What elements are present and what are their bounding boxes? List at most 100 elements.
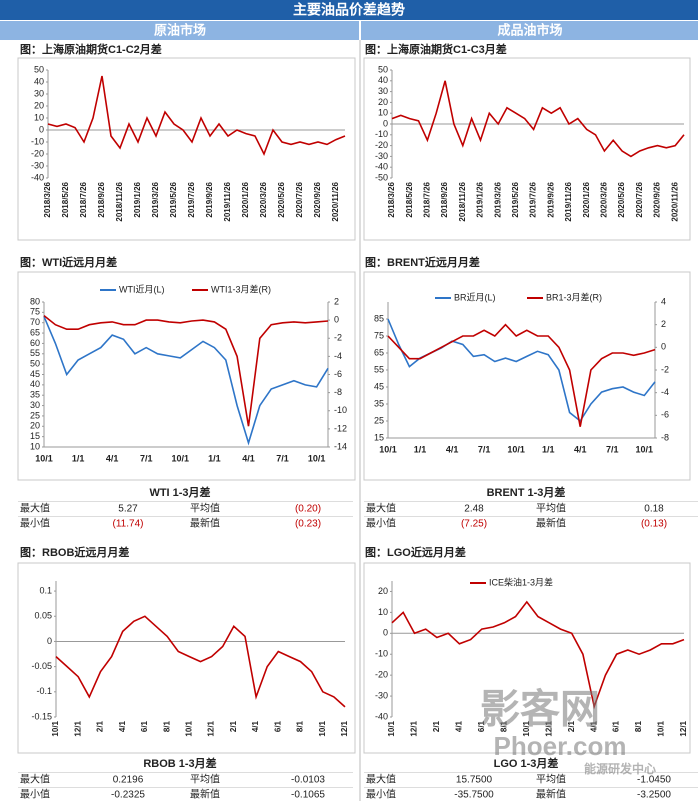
y-tick-label: -20 (375, 140, 388, 150)
x-tick-label: 2019/7/26 (529, 181, 538, 217)
y-tick-label: 40 (34, 76, 44, 86)
stats-cell: (0.13) (641, 519, 667, 530)
x-tick-label: 1/1 (208, 453, 221, 463)
stats-cell: -0.2325 (111, 790, 145, 801)
x-tick-label: 7/1 (276, 453, 289, 463)
y2-tick-label: 2 (661, 319, 666, 329)
x-tick-label: 1/1 (72, 453, 85, 463)
y-tick-label: 65 (374, 347, 384, 357)
stats-cell: 平均值 (190, 773, 220, 786)
x-tick-label: 10/1 (172, 453, 190, 463)
legend-label: BR近月(L) (454, 291, 496, 302)
x-tick-label: 12/1 (679, 720, 688, 736)
stats-cell: 最新值 (536, 788, 566, 801)
x-tick-label: 4/1 (118, 720, 127, 732)
y2-tick-label: -6 (334, 369, 342, 379)
stats-cell: 最大值 (20, 773, 50, 786)
stats-cell: 最大值 (366, 773, 396, 786)
chart-frame (17, 57, 356, 241)
x-tick-label: 7/1 (478, 444, 491, 454)
x-tick-label: 2018/11/26 (115, 181, 124, 221)
x-tick-label: 2020/9/26 (653, 181, 662, 217)
x-tick-label: 2019/11/26 (564, 181, 573, 221)
x-tick-label: 2020/1/26 (241, 181, 250, 217)
x-tick-label: 2018/5/26 (61, 181, 70, 217)
x-tick-label: 8/1 (162, 720, 171, 732)
x-tick-label: 4/1 (242, 453, 255, 463)
x-tick-label: 4/1 (446, 444, 459, 454)
stats-cell: 15.7500 (456, 775, 493, 786)
x-tick-label: 10/1 (308, 453, 326, 463)
y-tick-label: 30 (30, 400, 40, 410)
y-tick-label: -40 (375, 162, 388, 172)
x-tick-label: 6/1 (477, 720, 486, 732)
x-tick-label: 2019/3/26 (493, 181, 502, 217)
x-tick-label: 1/1 (542, 444, 555, 454)
x-tick-label: 2020/9/26 (313, 181, 322, 217)
x-tick-label: 2/1 (567, 720, 576, 732)
x-tick-label: 7/1 (606, 444, 619, 454)
y-tick-label: 25 (374, 415, 384, 425)
x-tick-label: 2020/7/26 (635, 181, 644, 217)
header-bar (0, 0, 698, 20)
x-tick-label: 2018/9/26 (440, 181, 449, 217)
x-tick-label: 2018/11/26 (458, 181, 467, 221)
x-tick-label: 10/1 (318, 720, 327, 736)
y-tick-label: 70 (30, 317, 40, 327)
y-tick-label: 45 (374, 381, 384, 391)
stats-cell: 0.2196 (113, 775, 144, 786)
x-tick-label: 6/1 (273, 720, 282, 732)
x-tick-label: 2/1 (432, 720, 441, 732)
data-line (387, 323, 656, 427)
chart-caption: 图：BRENT近远月月差 (365, 255, 480, 269)
x-tick-label: 12/1 (544, 720, 553, 736)
chart-frame (363, 57, 691, 241)
x-tick-label: 8/1 (499, 720, 508, 732)
stats-cell: 最大值 (366, 502, 396, 515)
stats-cell: -3.2500 (637, 790, 671, 801)
y-tick-label: 25 (30, 410, 40, 420)
x-tick-label: 2/1 (96, 720, 105, 732)
x-tick-label: 12/1 (410, 720, 419, 736)
stats-cell: 最小值 (366, 517, 396, 530)
page-title: 主要油品价差趋势 (293, 2, 405, 18)
x-tick-label: 12/1 (340, 720, 349, 736)
y-tick-label: 10 (378, 108, 388, 118)
stats-cell: 平均值 (190, 502, 220, 515)
chart-caption: 图：WTI近远月月差 (20, 255, 117, 269)
x-tick-label: 6/1 (140, 720, 149, 732)
y-tick-label: 85 (374, 313, 384, 323)
stats-cell: 最小值 (20, 788, 50, 801)
x-tick-label: 2020/3/26 (599, 181, 608, 217)
y-tick-label: 20 (34, 100, 44, 110)
stats-cell: 最小值 (20, 517, 50, 530)
x-tick-label: 2019/9/26 (546, 181, 555, 217)
stats-cell: 最新值 (190, 788, 220, 801)
x-tick-label: 4/1 (251, 720, 260, 732)
stats-cell: 平均值 (536, 773, 566, 786)
y2-tick-label: -14 (334, 441, 347, 451)
x-tick-label: 4/1 (454, 720, 463, 732)
data-line (391, 80, 685, 158)
y2-tick-label: -4 (661, 387, 669, 397)
x-tick-label: 2020/11/26 (670, 181, 679, 221)
chart-frame (363, 271, 691, 481)
y-tick-label: 50 (34, 64, 44, 74)
x-tick-label: 2019/1/26 (133, 181, 142, 217)
y-tick-label: 40 (30, 379, 40, 389)
y2-tick-label: 0 (661, 342, 666, 352)
x-tick-label: 2019/7/26 (187, 181, 196, 217)
stats-cell: 平均值 (536, 502, 566, 515)
y-tick-label: -40 (31, 172, 44, 182)
y-tick-label: -30 (375, 690, 388, 700)
y-tick-label: 50 (378, 64, 388, 74)
chart-caption: 图：LGO近远月月差 (365, 545, 466, 559)
y2-tick-label: -6 (661, 410, 669, 420)
y-tick-label: 60 (30, 338, 40, 348)
y-tick-label: 35 (374, 398, 384, 408)
y2-tick-label: -2 (334, 333, 342, 343)
chart-frame (17, 562, 356, 754)
y-tick-label: 30 (34, 88, 44, 98)
x-tick-label: 6/1 (612, 720, 621, 732)
stats-cell: 最小值 (366, 788, 396, 801)
